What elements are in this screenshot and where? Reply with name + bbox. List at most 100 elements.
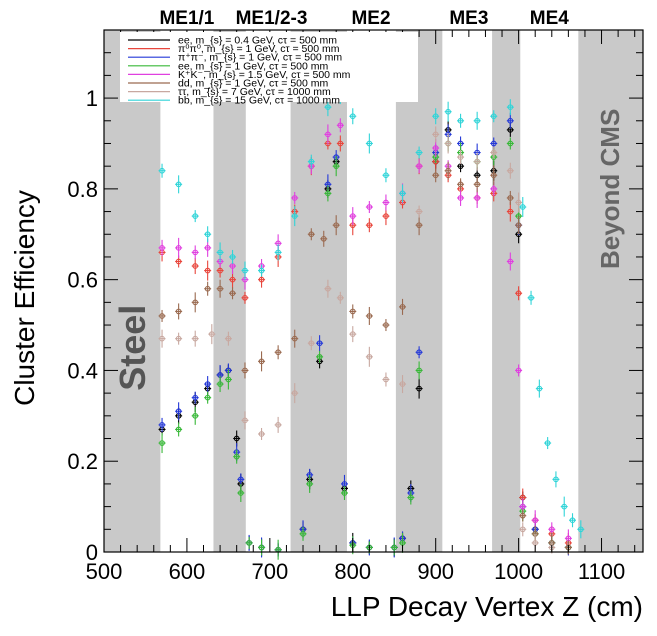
data-point xyxy=(366,140,373,147)
data-point xyxy=(432,172,439,179)
y-tick-label: 1 xyxy=(86,86,98,111)
data-point xyxy=(515,222,522,229)
data-point xyxy=(519,503,526,510)
data-point xyxy=(383,213,389,219)
shaded-region-5 xyxy=(578,30,643,552)
data-point xyxy=(204,267,211,274)
shaded-region-2 xyxy=(290,30,347,552)
data-point xyxy=(175,258,182,265)
region-label-me11: ME1/1 xyxy=(159,8,214,29)
data-point xyxy=(432,113,439,120)
data-point xyxy=(192,249,199,256)
data-point xyxy=(474,117,481,124)
data-point xyxy=(474,195,481,201)
data-point xyxy=(291,390,298,396)
y-tick-label: 0.4 xyxy=(67,358,98,383)
data-point xyxy=(159,245,165,251)
x-axis-title: LLP Decay Vertex Z (cm) xyxy=(331,591,643,622)
data-point xyxy=(445,140,451,147)
region-label-me3: ME3 xyxy=(449,8,488,29)
annotation-beyond-cms: Beyond CMS xyxy=(595,109,625,269)
data-point xyxy=(333,163,340,170)
data-point xyxy=(204,381,211,387)
data-point xyxy=(532,517,539,524)
data-point xyxy=(275,249,281,256)
data-point xyxy=(159,167,165,174)
data-point xyxy=(229,254,236,260)
axis-ticks: 500 600 700 800 900 1000 1100 0 0.2 0.4 0.6 0.8 1 xyxy=(67,30,643,584)
annotation-steel: Steel xyxy=(112,305,153,391)
data-point xyxy=(308,340,315,347)
x-tick-label: 1000 xyxy=(494,559,543,584)
data-point xyxy=(291,335,298,342)
data-point xyxy=(217,249,223,256)
legend-entry-label: ee, m_{s} = 1 GeV, cτ = 500 mm xyxy=(178,60,329,72)
data-point xyxy=(445,167,451,174)
y-tick-label: 0.8 xyxy=(67,177,98,202)
x-tick-label: 700 xyxy=(251,559,288,584)
data-point xyxy=(536,385,543,392)
data-point xyxy=(432,145,439,151)
data-point xyxy=(548,526,555,533)
data-point xyxy=(507,167,514,174)
data-point xyxy=(457,154,464,160)
data-point xyxy=(258,358,265,365)
y-axis-title: Cluster Efficiency xyxy=(9,190,40,406)
data-point xyxy=(349,113,356,120)
x-tick-label: 800 xyxy=(334,559,371,584)
data-point xyxy=(175,426,182,433)
data-point xyxy=(349,213,356,219)
data-point xyxy=(242,417,248,424)
data-point xyxy=(457,181,464,188)
shaded-region-0 xyxy=(104,30,161,552)
data-point xyxy=(341,490,348,496)
data-point xyxy=(399,381,406,387)
data-point xyxy=(432,131,439,138)
data-point xyxy=(204,394,211,401)
x-tick-label: 900 xyxy=(417,559,454,584)
data-point xyxy=(300,530,306,537)
x-tick-label: 600 xyxy=(169,559,206,584)
data-point xyxy=(490,113,497,120)
data-point xyxy=(490,186,497,192)
data-point xyxy=(383,172,389,179)
data-point xyxy=(204,245,211,251)
data-point xyxy=(159,335,165,342)
data-point xyxy=(217,381,223,387)
data-point xyxy=(217,267,223,274)
data-point xyxy=(308,158,315,165)
data-point xyxy=(561,503,568,510)
data-point xyxy=(507,208,514,215)
data-point xyxy=(399,190,406,197)
data-point xyxy=(407,494,414,501)
y-tick-label: 0.2 xyxy=(67,449,98,474)
legend-entry-label: π⁰π⁰, m_{s} = 1 GeV, cτ = 500 mm xyxy=(178,43,340,55)
data-point xyxy=(337,294,344,301)
data-point xyxy=(308,231,315,238)
legend-entry-label: π⁺π⁻, m_{s} = 1 GeV, cτ = 500 mm xyxy=(178,52,342,64)
data-point xyxy=(237,476,244,483)
data-point xyxy=(366,222,373,229)
data-point xyxy=(192,299,199,306)
data-point xyxy=(306,481,313,487)
data-point xyxy=(507,117,514,124)
data-point xyxy=(237,490,244,496)
data-point xyxy=(490,149,497,156)
data-point xyxy=(519,204,526,210)
data-point xyxy=(242,367,248,374)
x-tick-label: 1100 xyxy=(578,559,625,584)
data-point xyxy=(416,163,422,170)
data-point xyxy=(291,213,298,219)
data-point xyxy=(175,408,182,415)
data-point xyxy=(175,245,182,251)
data-point xyxy=(192,213,199,219)
data-point xyxy=(383,199,389,206)
data-point xyxy=(325,131,331,138)
data-point xyxy=(474,181,481,188)
data-point xyxy=(349,331,356,337)
data-point xyxy=(242,294,248,301)
data-point xyxy=(275,422,281,428)
series-6 xyxy=(158,126,556,554)
